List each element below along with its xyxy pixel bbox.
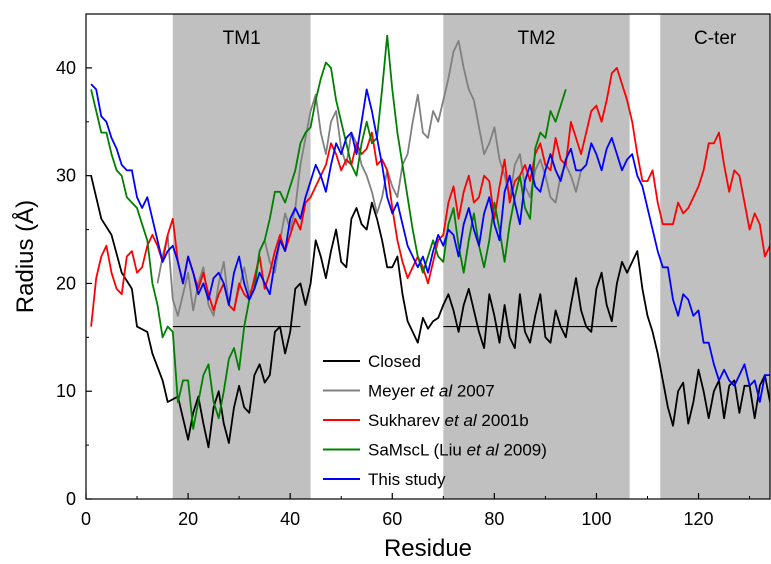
y-axis-ticks: 0 10 20 30 40 — [56, 58, 92, 509]
legend-entry-label: Sukharev et al 2001b — [368, 411, 529, 430]
legend-entry-label: Meyer et al 2007 — [368, 382, 495, 401]
legend-label-part: 2001b — [477, 411, 529, 430]
x-tick-label: 40 — [280, 509, 300, 529]
legend-label-part: Meyer — [368, 382, 420, 401]
legend-label-part: SaMscL (Liu — [368, 441, 467, 460]
y-tick-label: 40 — [56, 58, 76, 78]
region-label-c-ter: C-ter — [694, 28, 737, 49]
legend-label-part: et al — [420, 382, 453, 401]
y-tick-label: 0 — [66, 489, 76, 509]
legend-label-part: 2009) — [499, 441, 547, 460]
x-tick-label: 80 — [484, 509, 504, 529]
region-label-tm1: TM1 — [223, 28, 261, 49]
y-tick-label: 20 — [56, 273, 76, 293]
x-axis-label: Residue — [384, 535, 472, 562]
x-tick-label: 100 — [581, 509, 611, 529]
x-tick-label: 20 — [178, 509, 198, 529]
region-band-c-ter — [660, 14, 770, 499]
series-line-3 — [90, 34, 567, 430]
legend-label-part: 2007 — [452, 382, 495, 401]
legend: Closed Meyer et al 2007 Sukharev et al 200… — [323, 352, 547, 489]
series-layer — [90, 34, 770, 449]
y-tick-label: 10 — [56, 381, 76, 401]
legend-entry-label: Closed — [368, 352, 421, 371]
x-tick-label: 120 — [684, 509, 714, 529]
y-tick-label: 30 — [56, 166, 76, 186]
legend-entry-label: This study — [368, 470, 446, 489]
region-band-tm2 — [443, 14, 630, 499]
region-shading-layer: TM1 TM2 C-ter — [172, 14, 770, 499]
series-line-0 — [90, 175, 770, 449]
y-axis-label: Radius (Å) — [11, 200, 39, 313]
legend-label-part: et al — [467, 441, 500, 460]
legend-label-part: et al — [445, 411, 478, 430]
legend-entry-label: SaMscL (Liu et al 2009) — [368, 441, 547, 460]
x-axis-ticks: 0 20 40 60 80 100 120 — [81, 493, 751, 529]
plot-frame — [85, 13, 771, 500]
x-tick-label: 60 — [382, 509, 402, 529]
series-line-4 — [90, 83, 770, 403]
legend-label-part: Sukharev — [368, 411, 445, 430]
region-label-tm2: TM2 — [517, 28, 555, 49]
x-tick-label: 0 — [81, 509, 91, 529]
